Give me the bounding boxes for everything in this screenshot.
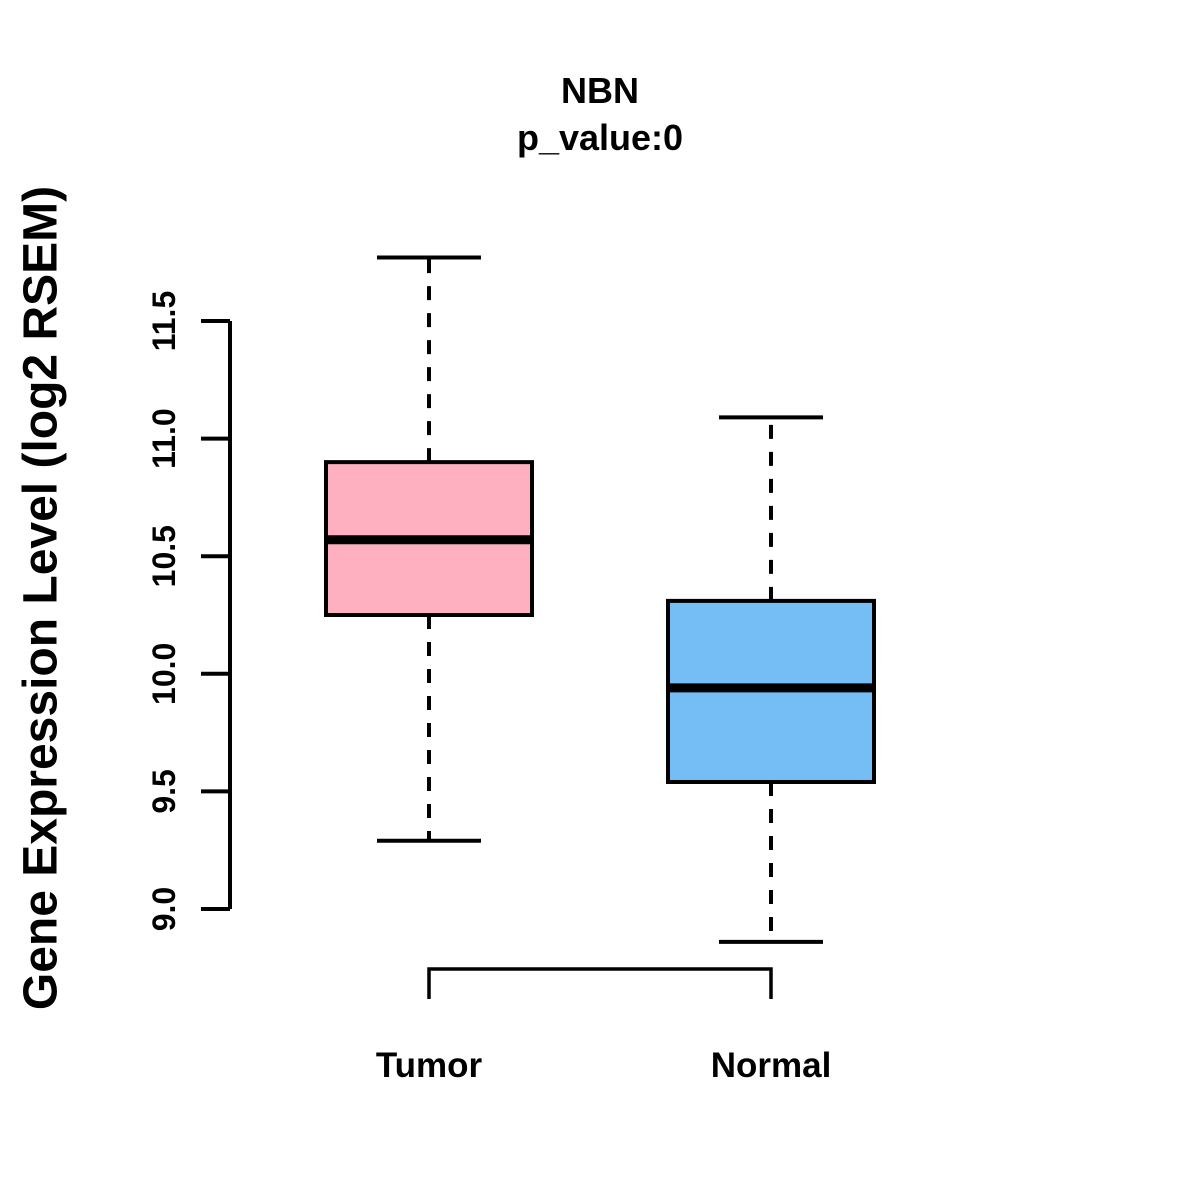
y-axis-tick-label: 11.0	[146, 408, 182, 469]
y-axis-tick-label: 10.5	[146, 525, 182, 587]
y-axis-tick-label: 9.0	[146, 887, 182, 931]
chart-subtitle: p_value:0	[517, 117, 683, 158]
y-axis-label: Gene Expression Level (log2 RSEM)	[15, 186, 68, 1010]
x-category-label-tumor: Tumor	[376, 1046, 483, 1085]
comparison-bracket	[427, 967, 773, 999]
chart-title: NBN	[561, 70, 639, 111]
y-axis-tick-label: 9.5	[146, 769, 182, 813]
y-axis-tick-label: 11.5	[146, 291, 182, 352]
x-category-label-normal: Normal	[711, 1046, 832, 1085]
plot-area: 9.0 9.5 10.0 10.5 11.0 11.5	[146, 255, 876, 999]
y-axis-tick-label: 10.0	[146, 643, 182, 705]
